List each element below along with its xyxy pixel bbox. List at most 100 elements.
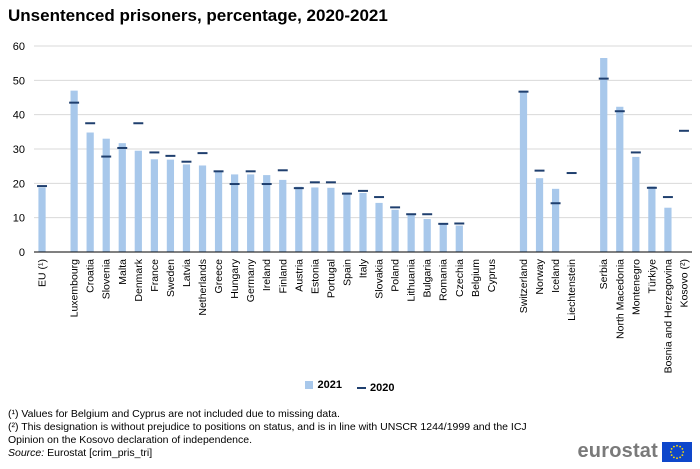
x-tick-label: Luxembourg: [69, 259, 81, 318]
chart-title: Unsentenced prisoners, percentage, 2020-…: [8, 6, 388, 25]
x-tick-label: Estonia: [309, 259, 321, 294]
bar-2021: [214, 170, 223, 252]
y-tick-label: 40: [13, 110, 25, 122]
x-tick-label: Hungary: [229, 258, 241, 298]
eurostat-logo: eurostat: [577, 440, 692, 463]
bar-2021: [134, 150, 142, 252]
x-tick-label: Montenegro: [630, 259, 642, 315]
flag-star: [670, 453, 673, 456]
source-line: Source: Eurostat [crim_pris_tri]: [8, 447, 608, 460]
source-label: Source:: [8, 447, 45, 459]
flag-star: [681, 447, 684, 450]
bar-2021: [279, 179, 287, 252]
legend-swatch-2021: [305, 381, 314, 389]
x-tick-label: Croatia: [85, 259, 97, 293]
bar-2021: [166, 159, 175, 252]
y-tick-label: 10: [13, 213, 25, 225]
footnote-2a: (²) This designation is without prejudic…: [8, 421, 527, 433]
x-tick-label: Finland: [277, 259, 289, 294]
bar-2021: [247, 174, 255, 252]
bar-chart: 0 10 20 30 40 50 60 EU (¹) Luxembourg Croatia Slov…: [13, 41, 692, 374]
flag-star: [673, 445, 675, 448]
bar-2021: [616, 106, 624, 253]
y-tick-label: 50: [13, 75, 25, 87]
x-tick-label: Kosovo (²): [678, 259, 690, 307]
y-tick-label: 30: [13, 144, 25, 156]
x-tick-label: Italy: [358, 258, 370, 278]
bar-2021: [295, 186, 303, 252]
x-tick-label: Netherlands: [197, 259, 209, 316]
flag-star: [676, 456, 678, 459]
x-tick-label: Poland: [390, 259, 402, 292]
x-tick-label: Serbia: [598, 259, 610, 290]
bar-2021: [407, 214, 415, 252]
legend-item-2021: 2021: [305, 379, 342, 391]
flag-star: [673, 455, 675, 458]
bar-2021: [38, 187, 46, 252]
bar-2021: [343, 192, 351, 252]
x-tick-label: Latvia: [181, 259, 193, 287]
y-tick-label: 20: [13, 178, 25, 190]
flag-star: [669, 450, 672, 453]
x-tick-label: Greece: [213, 259, 225, 294]
bar-2021: [86, 132, 94, 252]
bar-2021: [600, 58, 608, 253]
eu-flag-icon: [662, 441, 692, 462]
x-tick-label: EU (¹): [37, 259, 49, 287]
footnote-2b: Opinion on the Kosovo declaration of ind…: [8, 434, 253, 446]
logo-wordmark: eurostat: [577, 440, 658, 462]
legend: 2021 2020: [0, 379, 700, 394]
bar-2021: [150, 159, 158, 252]
x-tick-label: Liechtenstein: [566, 259, 578, 321]
flag-star: [679, 455, 681, 458]
flag-star: [681, 453, 684, 456]
bar-2021: [455, 225, 463, 252]
bar-2021: [439, 224, 447, 252]
x-tick-label: Cyprus: [486, 259, 498, 292]
x-tick-label: Bulgaria: [422, 259, 434, 298]
bar-2021: [230, 174, 239, 252]
x-tick-label: Portugal: [325, 259, 337, 298]
bar-2021: [118, 143, 126, 252]
x-tick-label: Spain: [341, 259, 353, 286]
x-tick-label: Sweden: [165, 259, 177, 297]
bar-2021: [423, 219, 431, 252]
source-text: Eurostat [crim_pris_tri]: [44, 447, 153, 459]
flag-star: [679, 445, 681, 448]
x-tick-label: Lithuania: [406, 259, 418, 302]
flag-star: [682, 450, 685, 453]
x-tick-label: Romania: [438, 259, 450, 301]
x-tick-label: France: [149, 259, 161, 292]
footnotes: (¹) Values for Belgium and Cyprus are no…: [8, 408, 608, 460]
legend-item-2020: 2020: [357, 382, 395, 394]
bar-2021: [263, 175, 271, 252]
bar-2021: [359, 192, 367, 252]
x-tick-label: Switzerland: [518, 259, 530, 313]
flag-star: [670, 447, 673, 450]
bar-2021: [632, 156, 640, 252]
y-tick-label: 60: [13, 41, 25, 53]
x-tick-label: Bosnia and Herzegovina: [662, 259, 674, 374]
x-tick-label: Denmark: [133, 258, 145, 301]
bar-2021: [182, 164, 191, 252]
x-tick-label: Ireland: [261, 259, 273, 291]
bar-2021: [102, 138, 110, 252]
bar-2021: [535, 178, 544, 252]
x-tick-label: Austria: [293, 259, 305, 292]
bar-2021: [551, 188, 560, 252]
bar-2021: [311, 187, 319, 252]
y-tick-label: 0: [19, 247, 25, 259]
bar-2021: [519, 90, 528, 252]
bar-2021: [70, 90, 78, 252]
bar-2021: [198, 165, 207, 252]
x-tick-label: Slovenia: [101, 259, 113, 299]
x-tick-label: Germany: [245, 258, 257, 302]
bar-2021: [327, 187, 335, 252]
x-tick-label: Malta: [117, 259, 129, 285]
legend-label-2021: 2021: [317, 379, 342, 391]
bar-2021: [648, 186, 656, 252]
legend-label-2020: 2020: [370, 382, 395, 394]
x-tick-label: Türkiye: [646, 259, 658, 294]
x-tick-label: Slovakia: [374, 259, 386, 299]
x-tick-label: Belgium: [470, 259, 482, 297]
